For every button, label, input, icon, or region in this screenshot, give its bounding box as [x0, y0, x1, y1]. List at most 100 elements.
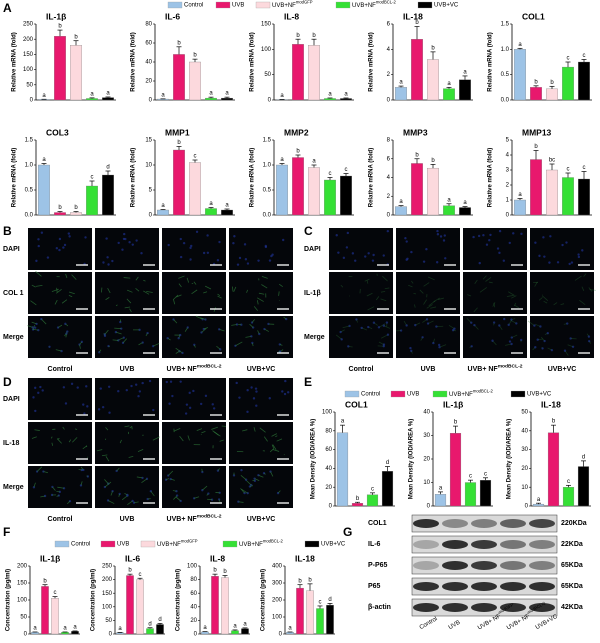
nucleus — [284, 379, 287, 383]
fiber — [251, 342, 254, 347]
fiber — [78, 469, 82, 471]
y-tick-label: 6 — [387, 22, 391, 28]
y-tick-label: 150 — [17, 581, 28, 587]
nucleus — [534, 241, 537, 244]
bar — [326, 604, 334, 635]
fiber — [82, 445, 87, 450]
fiber — [245, 479, 252, 486]
nucleus — [414, 323, 417, 327]
significance-letter: c — [345, 167, 348, 173]
bar — [464, 482, 477, 507]
fiber — [378, 341, 385, 345]
fiber — [544, 332, 548, 335]
y-tick-label: 200 — [272, 598, 283, 604]
y-tick-label: 0 — [24, 632, 28, 638]
legend-label: UVB+NFmodBCL-2 — [352, 0, 397, 9]
bar — [201, 631, 209, 635]
nucleus — [169, 380, 173, 383]
nucleus — [351, 252, 355, 255]
nucleus — [62, 246, 65, 249]
panel-label: G — [343, 525, 352, 539]
nucleus — [491, 339, 494, 342]
y-tick-label: 40 — [521, 428, 528, 434]
bar — [530, 87, 542, 101]
bar — [547, 432, 560, 507]
fiber — [579, 299, 586, 306]
significance-letter: a — [280, 157, 284, 163]
significance-letter: a — [233, 623, 237, 629]
fiber — [498, 325, 503, 330]
nucleus — [123, 232, 126, 236]
nucleus — [250, 335, 253, 338]
fiber — [71, 274, 77, 280]
significance-letter: c — [484, 471, 487, 477]
fiber — [107, 500, 115, 504]
bar — [532, 503, 545, 507]
bar — [578, 61, 590, 101]
micrograph — [463, 228, 527, 270]
bar — [70, 212, 82, 216]
nucleus — [120, 327, 123, 330]
y-tick-label: 15 — [145, 138, 152, 144]
fiber — [588, 287, 593, 292]
fiber — [86, 475, 89, 477]
fiber — [482, 275, 487, 280]
nucleus — [355, 318, 358, 321]
significance-letter: a — [161, 203, 165, 209]
fiber — [432, 338, 435, 344]
y-tick-label: 40 — [325, 466, 332, 472]
protein-label: β-actin — [368, 604, 391, 611]
significance-letter: c — [567, 479, 570, 485]
nucleus — [63, 243, 67, 247]
significance-letter: a — [518, 42, 522, 48]
fiber — [538, 297, 543, 301]
legend-swatch — [54, 540, 70, 548]
nucleus — [482, 234, 485, 237]
y-tick-label: 200 — [23, 37, 34, 43]
bar — [116, 632, 124, 635]
fiber — [196, 428, 203, 431]
bar — [324, 179, 336, 216]
blot-band — [529, 603, 555, 612]
fiber — [57, 324, 63, 328]
y-tick-label: 0 — [149, 213, 153, 219]
significance-letter: a — [328, 92, 332, 98]
fiber — [173, 319, 178, 324]
y-tick-label: 2 — [387, 72, 391, 78]
nucleus — [577, 255, 581, 259]
fiber — [129, 308, 132, 313]
fiber — [488, 281, 493, 284]
y-tick-label: 1.5 — [25, 138, 34, 144]
nucleus — [86, 405, 89, 408]
significance-letter: b — [550, 80, 554, 86]
column-label: UVB+ NFmodBCL-2 — [468, 364, 523, 373]
fiber — [534, 281, 538, 287]
blot-band — [413, 582, 439, 591]
nucleus — [498, 251, 501, 255]
nucleus — [498, 229, 502, 233]
size-label: 220KDa — [561, 520, 587, 527]
fiber — [41, 318, 47, 325]
fiber — [511, 295, 517, 299]
fiber — [104, 329, 109, 335]
bar — [336, 432, 349, 507]
nucleus — [512, 232, 515, 235]
significance-letter: a — [63, 626, 67, 632]
nucleus — [339, 330, 342, 334]
nucleus — [335, 234, 338, 237]
bar — [189, 61, 201, 101]
nucleus — [346, 231, 350, 235]
nucleus — [442, 239, 446, 242]
blot-band — [529, 540, 555, 549]
fiber — [367, 306, 375, 311]
fiber — [403, 320, 407, 326]
fiber — [410, 350, 413, 354]
bar — [546, 169, 558, 216]
micrograph — [95, 422, 159, 464]
fiber — [366, 292, 373, 297]
bar — [427, 59, 439, 101]
nucleus — [399, 329, 403, 332]
micrograph — [229, 316, 293, 358]
nucleus — [179, 237, 182, 241]
nucleus — [58, 248, 61, 252]
